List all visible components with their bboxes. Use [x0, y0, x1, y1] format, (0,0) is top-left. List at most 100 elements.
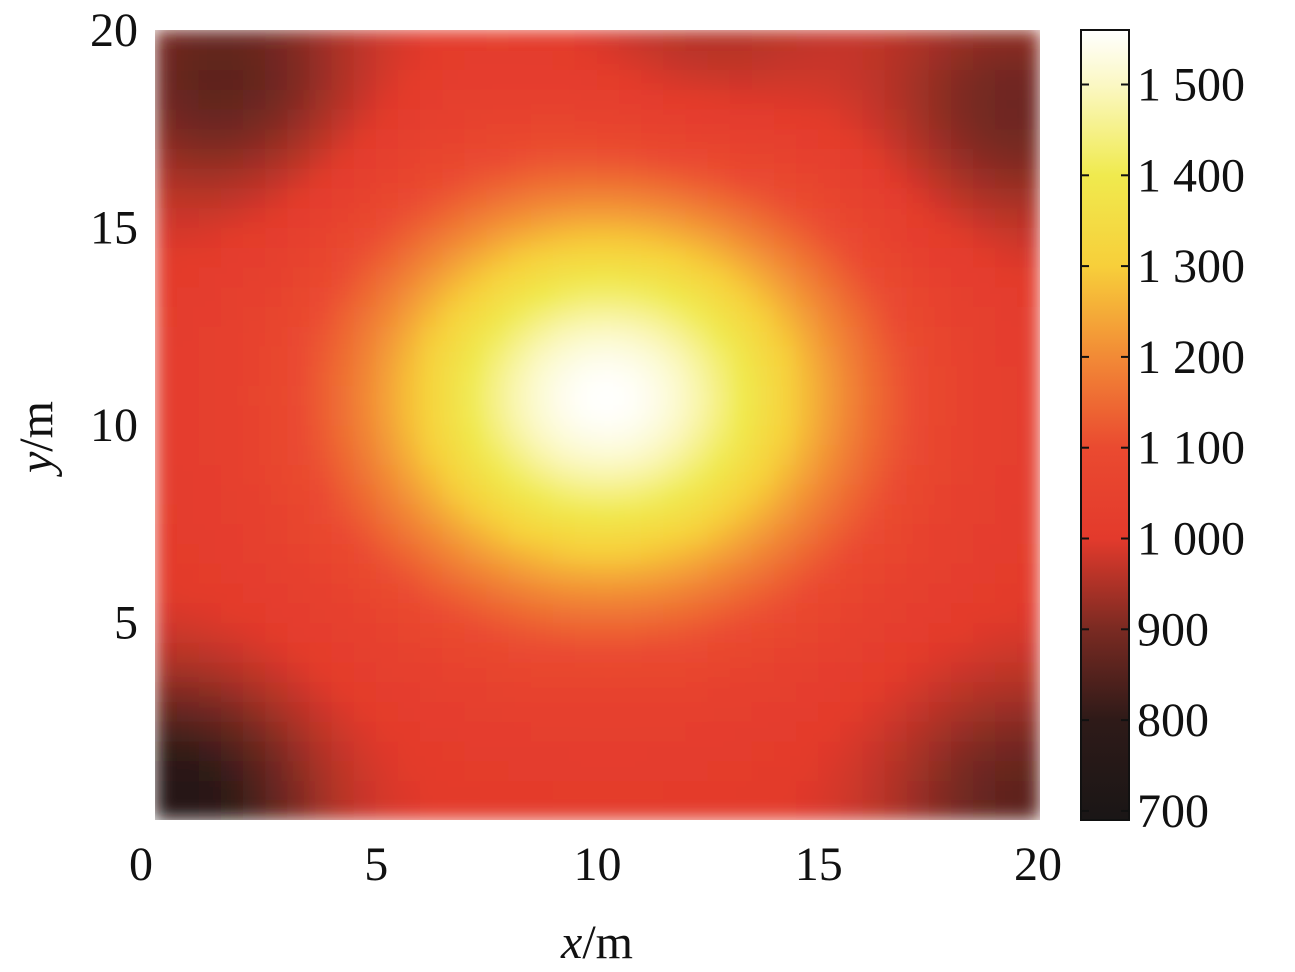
heatmap-cell: [198, 701, 222, 722]
heatmap-cell: [818, 187, 842, 209]
heatmap-cell: [508, 128, 532, 149]
heatmap-cell: [973, 582, 997, 604]
heatmap-cell: [309, 30, 333, 51]
heatmap-cell: [774, 740, 798, 762]
heatmap-cell: [552, 167, 576, 189]
heatmap-cell: [397, 365, 422, 386]
heatmap-cell: [220, 227, 245, 248]
heatmap-cell: [641, 483, 665, 505]
heatmap-cell: [287, 760, 311, 781]
heatmap-cell: [508, 582, 532, 604]
heatmap-cell: [973, 88, 997, 110]
heatmap-cell: [862, 622, 886, 643]
heatmap-cell: [331, 365, 355, 386]
heatmap-cell: [619, 30, 643, 51]
heatmap-cell: [220, 602, 245, 623]
heatmap-cell: [641, 740, 665, 762]
heatmap-cell: [951, 780, 975, 801]
heatmap-cell: [198, 30, 222, 51]
heatmap-cell: [906, 681, 930, 702]
heatmap-cell: [995, 780, 1019, 801]
heatmap-cell: [530, 286, 554, 307]
heatmap-cell: [619, 799, 643, 820]
heatmap-cell: [906, 306, 930, 327]
heatmap-cell: [574, 661, 599, 683]
heatmap-cell: [973, 266, 997, 288]
heatmap-cell: [155, 720, 178, 742]
heatmap-cell: [774, 464, 798, 485]
heatmap-cell: [353, 365, 377, 386]
heatmap-cell: [685, 543, 709, 564]
heatmap-cell: [951, 266, 975, 288]
heatmap-cell: [243, 167, 267, 189]
heatmap-cell: [973, 128, 997, 149]
heatmap-cell: [774, 523, 798, 544]
heatmap-cell: [1017, 602, 1040, 623]
heatmap-cell: [884, 523, 908, 544]
heatmap-cell: [685, 740, 709, 762]
heatmap-cell: [906, 365, 930, 386]
heatmap-cell: [774, 641, 798, 663]
heatmap-cell: [619, 187, 643, 209]
heatmap-cell: [751, 464, 776, 485]
heatmap-cell: [397, 207, 422, 228]
heatmap-cell: [486, 246, 510, 268]
heatmap-cell: [995, 720, 1019, 742]
heatmap-cell: [508, 424, 532, 446]
heatmap-cell: [220, 543, 245, 564]
heatmap-cell: [641, 523, 665, 544]
heatmap-cell: [309, 740, 333, 762]
heatmap-cell: [641, 88, 665, 110]
heatmap-cell: [906, 483, 930, 505]
heatmap-cell: [906, 30, 930, 51]
heatmap-cell: [641, 582, 665, 604]
heatmap-cell: [486, 543, 510, 564]
heatmap-cell: [1017, 543, 1040, 564]
heatmap-cell: [1017, 464, 1040, 485]
heatmap-cell: [685, 227, 709, 248]
heatmap-cell: [928, 602, 953, 623]
heatmap-cell: [220, 385, 245, 406]
heatmap-cell: [862, 325, 886, 347]
heatmap-cell: [464, 622, 488, 643]
heatmap-cell: [928, 622, 953, 643]
heatmap-cell: [486, 128, 510, 149]
heatmap-cell: [818, 523, 842, 544]
heatmap-cell: [420, 128, 444, 149]
heatmap-cell: [751, 543, 776, 564]
heatmap-cell: [995, 582, 1019, 604]
heatmap-cell: [796, 503, 820, 525]
heatmap-cell: [707, 148, 731, 169]
heatmap-cell: [641, 424, 665, 446]
heatmap-cell: [198, 266, 222, 288]
heatmap-cell: [1017, 622, 1040, 643]
heatmap-cell: [155, 622, 178, 643]
heatmap-cell: [420, 227, 444, 248]
heatmap-cell: [729, 740, 753, 762]
heatmap-cell: [353, 325, 377, 347]
heatmap-cell: [265, 187, 289, 209]
heatmap-cell: [906, 227, 930, 248]
heatmap-cell: [796, 167, 820, 189]
heatmap-cell: [619, 49, 643, 70]
heatmap-cell: [707, 622, 731, 643]
heatmap-cell: [220, 286, 245, 307]
heatmap-cell: [840, 88, 864, 110]
heatmap-cell: [973, 108, 997, 130]
heatmap-cell: [840, 385, 864, 406]
heatmap-cell: [464, 424, 488, 446]
heatmap-cell: [420, 444, 444, 465]
heatmap-cell: [397, 464, 422, 485]
heatmap-cell: [530, 622, 554, 643]
heatmap-cell: [309, 562, 333, 584]
heatmap-cell: [552, 404, 576, 426]
heatmap-cell: [774, 720, 798, 742]
heatmap-cell: [796, 286, 820, 307]
heatmap-cell: [906, 562, 930, 584]
heatmap-cell: [243, 661, 267, 683]
heatmap-cell: [420, 88, 444, 110]
heatmap-cell: [176, 69, 200, 90]
heatmap-cell: [796, 325, 820, 347]
heatmap-cell: [729, 187, 753, 209]
heatmap-cell: [707, 246, 731, 268]
